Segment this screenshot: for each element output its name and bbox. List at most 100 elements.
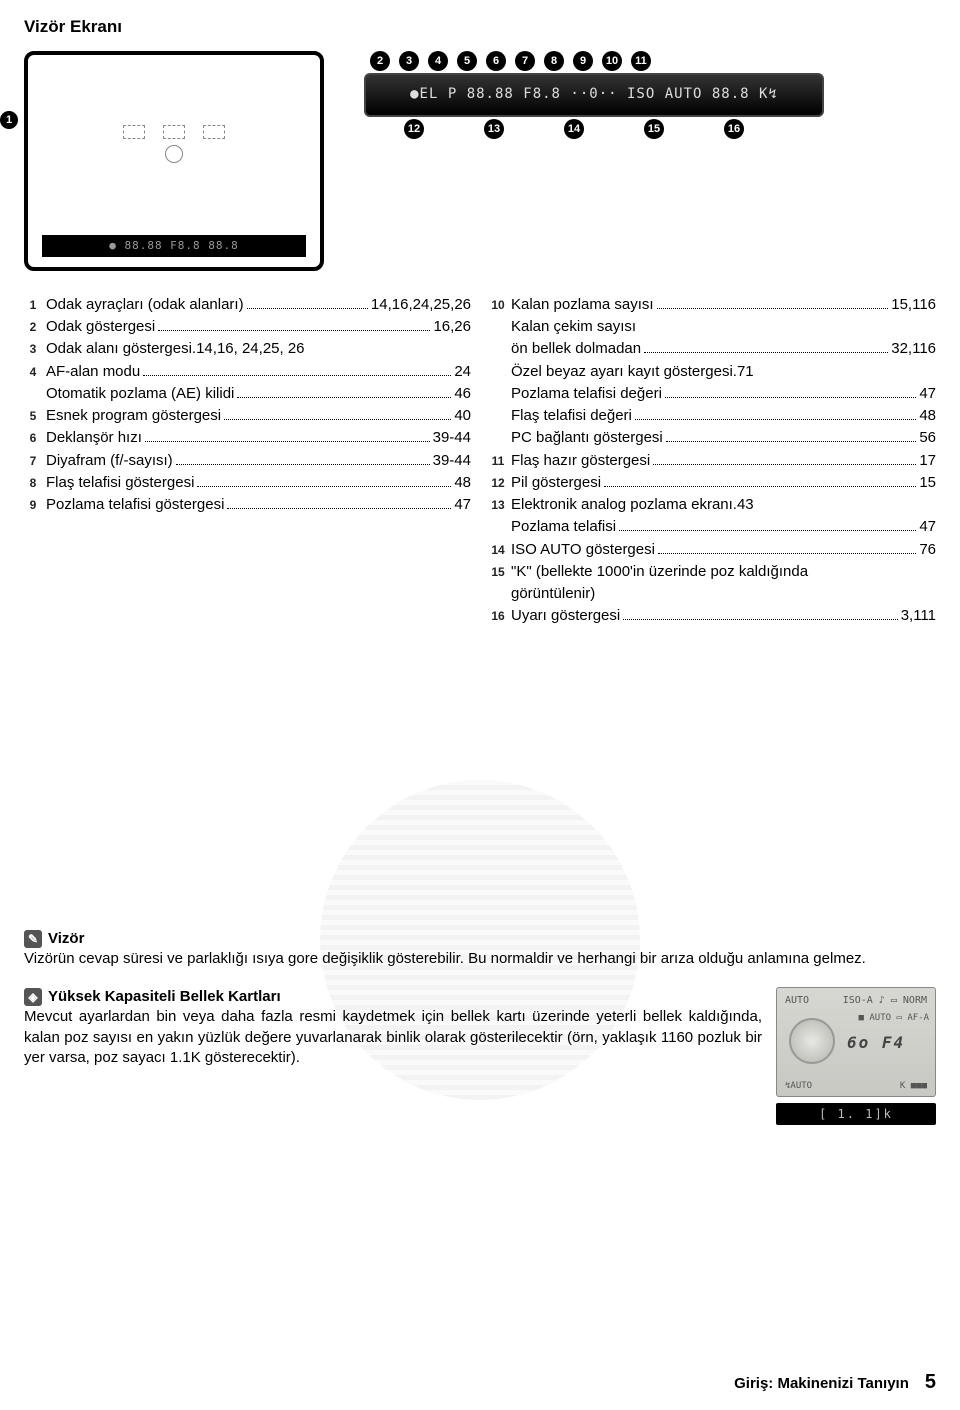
note-body: Vizörün cevap süresi ve parlaklığı ısıya… — [24, 949, 936, 969]
entry-label: Flaş telafisi değeri — [511, 406, 632, 426]
entry-label: Pozlama telafisi göstergesi — [46, 495, 224, 515]
marker-circle: 13 — [484, 119, 504, 139]
index-entry: Özel beyaz ayarı kayıt göstergesi.71 — [489, 362, 936, 382]
lcd-right: ■ AUTO ▭ AF-A — [859, 1012, 929, 1025]
entry-page: 47 — [454, 495, 471, 515]
marker-circle: 3 — [399, 51, 419, 71]
index-entry: PC bağlantı göstergesi 56 — [489, 428, 936, 448]
entry-label: Pil göstergesi — [511, 473, 601, 493]
index-entry: 2Odak göstergesi 16,26 — [24, 317, 471, 337]
entry-label: Otomatik pozlama (AE) kilidi — [46, 384, 234, 404]
entry-number: 11 — [489, 452, 507, 470]
viewfinder-diagram: ● 88.88 F8.8 88.8 — [24, 51, 324, 271]
index-entry: 6Deklanşör hızı 39-44 — [24, 428, 471, 448]
marker-circle: 2 — [370, 51, 390, 71]
index-entry: 1Odak ayraçları (odak alanları) 14,16,24… — [24, 295, 471, 315]
entry-page: 48 — [454, 473, 471, 493]
entry-label: Diyafram (f/-sayısı) — [46, 451, 173, 471]
info-icon: ◈ — [24, 988, 42, 1006]
lcd-row1-mid: ISO-A ♪ ▭ NORM — [843, 994, 927, 1008]
footer: Giriş: Makinenizi Tanıyın 5 — [734, 1369, 936, 1396]
entry-label: Pozlama telafisi değeri — [511, 384, 662, 404]
entry-page: 17 — [919, 451, 936, 471]
entry-number: 8 — [24, 474, 42, 492]
lcd-row1-left: AUTO — [785, 994, 809, 1008]
entry-label: AF-alan modu — [46, 362, 140, 382]
entry-page: 39-44 — [433, 428, 471, 448]
marker-circle: 14 — [564, 119, 584, 139]
index-entry: 16Uyarı göstergesi 3,111 — [489, 606, 936, 626]
entry-label: Odak göstergesi — [46, 317, 155, 337]
entry-page: 46 — [454, 384, 471, 404]
entry-page: 47 — [919, 517, 936, 537]
entry-label: "K" (bellekte 1000'in üzerinde poz kaldı… — [511, 562, 808, 582]
marker-circle: 5 — [457, 51, 477, 71]
index-entry: 7Diyafram (f/-sayısı) 39-44 — [24, 451, 471, 471]
entry-label: ISO AUTO göstergesi — [511, 540, 655, 560]
entry-number: 9 — [24, 496, 42, 514]
index-entry: 14ISO AUTO göstergesi 76 — [489, 540, 936, 560]
index-entry: 15"K" (bellekte 1000'in üzerinde poz kal… — [489, 562, 936, 582]
entry-label: Deklanşör hızı — [46, 428, 142, 448]
entry-page: 15,116 — [891, 295, 936, 315]
entry-number: 6 — [24, 430, 42, 448]
lcd-bottom-left: ↯AUTO — [785, 1080, 812, 1092]
marker-circle: 6 — [486, 51, 506, 71]
entry-page: 15 — [919, 473, 936, 493]
entry-number: 10 — [489, 296, 507, 314]
index-entry: 8Flaş telafisi göstergesi 48 — [24, 473, 471, 493]
entry-label: Flaş telafisi göstergesi — [46, 473, 194, 493]
index-entry: Pozlama telafisi değeri 47 — [489, 384, 936, 404]
index-entry: Pozlama telafisi 47 — [489, 517, 936, 537]
page-title: Vizör Ekranı — [24, 16, 936, 39]
index-entry: Kalan çekim sayısı — [489, 317, 936, 337]
entry-label: ön bellek dolmadan — [511, 339, 641, 359]
top-panel-diagram: ●EL P 88.88 F8.8 ··0·· ISO AUTO 88.8 K↯ — [364, 73, 824, 117]
marker-circle: 8 — [544, 51, 564, 71]
index-entry: 10Kalan pozlama sayısı 15,116 — [489, 295, 936, 315]
lcd-strip2: [ 1. 1]k — [776, 1103, 936, 1125]
entry-page: 3,111 — [901, 606, 936, 626]
note2-body: Mevcut ayarlardan bin veya daha fazla re… — [24, 1007, 762, 1068]
lcd-center: 6o F4 — [847, 1032, 905, 1054]
entry-label: Esnek program göstergesi — [46, 406, 221, 426]
entry-label: PC bağlantı göstergesi — [511, 428, 663, 448]
index-entry: görüntülenir) — [489, 584, 936, 604]
marker-circle: 16 — [724, 119, 744, 139]
entry-number: 1 — [24, 296, 42, 314]
entry-label: Flaş hazır göstergesi — [511, 451, 650, 471]
marker-circle: 11 — [631, 51, 651, 71]
index-entry: Otomatik pozlama (AE) kilidi 46 — [24, 384, 471, 404]
entry-page: 16,26 — [433, 317, 471, 337]
entry-number: 3 — [24, 341, 42, 359]
entry-label: Odak alanı göstergesi. — [46, 339, 196, 359]
entry-page: 24 — [454, 362, 471, 382]
entry-page: .71 — [733, 362, 754, 382]
marker-circle: 7 — [515, 51, 535, 71]
marker-1: 1 — [0, 111, 18, 129]
index-entry: 9Pozlama telafisi göstergesi 47 — [24, 495, 471, 515]
index-entry: 12Pil göstergesi 15 — [489, 473, 936, 493]
diagrams: 1 ● 88.88 F8.8 88.8 234567891011 ●EL P 8… — [24, 51, 936, 271]
note-icon: ✎ — [24, 930, 42, 948]
entry-number: 15 — [489, 563, 507, 581]
entry-page: 47 — [919, 384, 936, 404]
marker-circle: 10 — [602, 51, 622, 71]
entry-label: Uyarı göstergesi — [511, 606, 620, 626]
entry-label: Elektronik analog pozlama ekranı — [511, 495, 733, 515]
entry-label: Kalan çekim sayısı — [511, 317, 636, 337]
index-entry: 4AF-alan modu 24 — [24, 362, 471, 382]
reference-columns: 1Odak ayraçları (odak alanları) 14,16,24… — [24, 295, 936, 629]
entry-number: 7 — [24, 452, 42, 470]
marker-circle: 9 — [573, 51, 593, 71]
left-column: 1Odak ayraçları (odak alanları) 14,16,24… — [24, 295, 471, 629]
entry-label: Pozlama telafisi — [511, 517, 616, 537]
entry-page: 14,16, 24,25, 26 — [196, 339, 304, 359]
entry-page: 40 — [454, 406, 471, 426]
marker-circle: 4 — [428, 51, 448, 71]
bottom-markers: 1213141516 — [364, 119, 936, 139]
lcd-thumbnail: AUTO ISO-A ♪ ▭ NORM 6o F4 ■ AUTO ▭ AF-A … — [776, 987, 936, 1097]
note-title: Vizör — [48, 929, 84, 949]
index-entry: 11Flaş hazır göstergesi 17 — [489, 451, 936, 471]
entry-page: .43 — [733, 495, 754, 515]
